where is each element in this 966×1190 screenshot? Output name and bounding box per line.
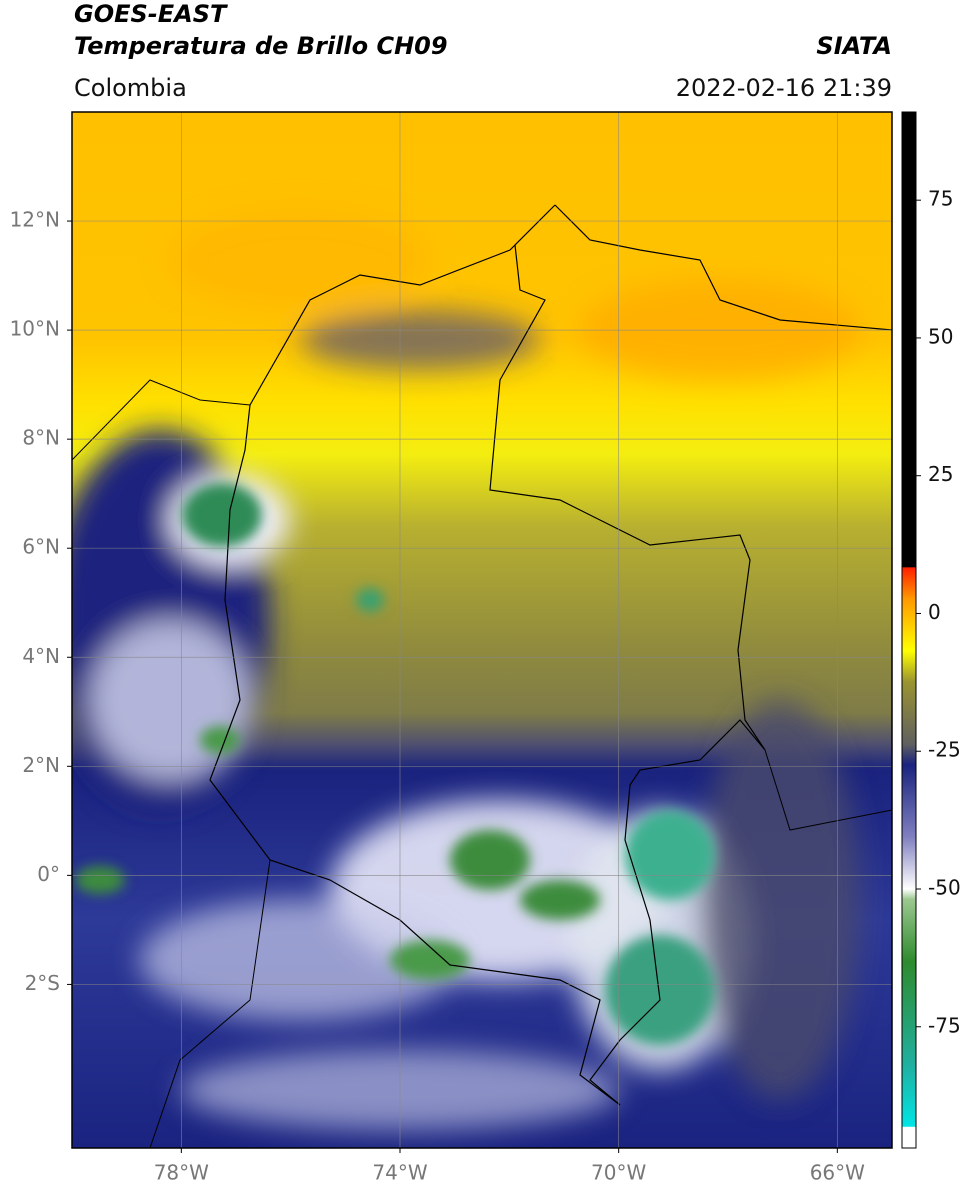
satellite-title: GOES-EAST [74, 0, 228, 28]
y-tick-label: 2°S [25, 971, 60, 995]
y-tick-label: 4°N [22, 644, 60, 668]
colorbar-tick-label: 25 [928, 462, 953, 486]
x-tick-label: 70°W [591, 1161, 646, 1185]
x-tick-label: 66°W [810, 1161, 865, 1185]
y-tick-label: 12°N [10, 208, 60, 232]
colorbar [901, 111, 917, 1149]
y-tick-label: 6°N [22, 535, 60, 559]
x-tick-label: 78°W [154, 1161, 209, 1185]
source: SIATA [816, 32, 892, 60]
colorbar-tick-label: -25 [928, 738, 961, 762]
datetime: 2022-02-16 21:39 [676, 74, 892, 102]
graticule [72, 112, 892, 1148]
y-tick-label: 2°N [22, 753, 60, 777]
satellite-image [72, 112, 892, 1148]
y-tick-label: 0° [37, 862, 60, 886]
product-title: Temperatura de Brillo CH09 [74, 32, 448, 60]
x-tick-label: 74°W [372, 1161, 427, 1185]
colorbar-tick-label: 75 [928, 187, 953, 211]
region: Colombia [74, 74, 187, 102]
y-tick-label: 10°N [10, 317, 60, 341]
colorbar-tick-label: 50 [928, 324, 953, 348]
colorbar-tick-label: -75 [928, 1013, 961, 1037]
colorbar-tick-label: 0 [928, 600, 941, 624]
y-tick-label: 8°N [22, 426, 60, 450]
map-frame [71, 111, 893, 1149]
colorbar-tick-label: -50 [928, 876, 961, 900]
